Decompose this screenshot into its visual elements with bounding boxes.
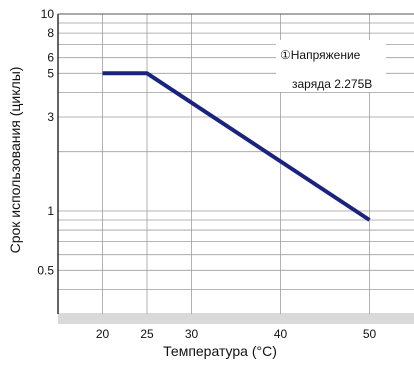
tick-labels: 0.5 1 3 56 8 10 20 25 30 40 50 — [37, 7, 376, 341]
series — [102, 71, 371, 222]
x-tick-label: 20 — [96, 327, 110, 341]
x-tick-label: 25 — [140, 327, 154, 341]
grid — [58, 13, 414, 315]
y-tick-label: 1 — [47, 204, 54, 218]
x-tick-label: 50 — [363, 327, 377, 341]
annotation-line-2: заряда 2.275В — [292, 77, 372, 91]
y-tick-label: 10 — [41, 7, 55, 21]
x-tick-label: 30 — [185, 327, 199, 341]
y-tick-label: 5 — [47, 66, 54, 80]
annotation-line-1: ①Напряжение — [280, 48, 361, 62]
x-tick-label: 40 — [274, 327, 288, 341]
y-tick-label: 0.5 — [37, 263, 54, 277]
bottom-band — [58, 314, 414, 324]
axes — [57, 13, 414, 314]
y-tick-label: 8 — [47, 26, 54, 40]
annotation-background — [276, 40, 386, 92]
y-tick-label: 3 — [47, 110, 54, 124]
y-axis-title: Срок использования (циклы) — [7, 67, 23, 254]
series-line — [102, 71, 371, 222]
x-axis-title: Температура (°C) — [163, 343, 277, 359]
y-tick-label: 6 — [47, 51, 54, 65]
annotation-box: ①Напряжение заряда 2.275В — [276, 40, 386, 92]
